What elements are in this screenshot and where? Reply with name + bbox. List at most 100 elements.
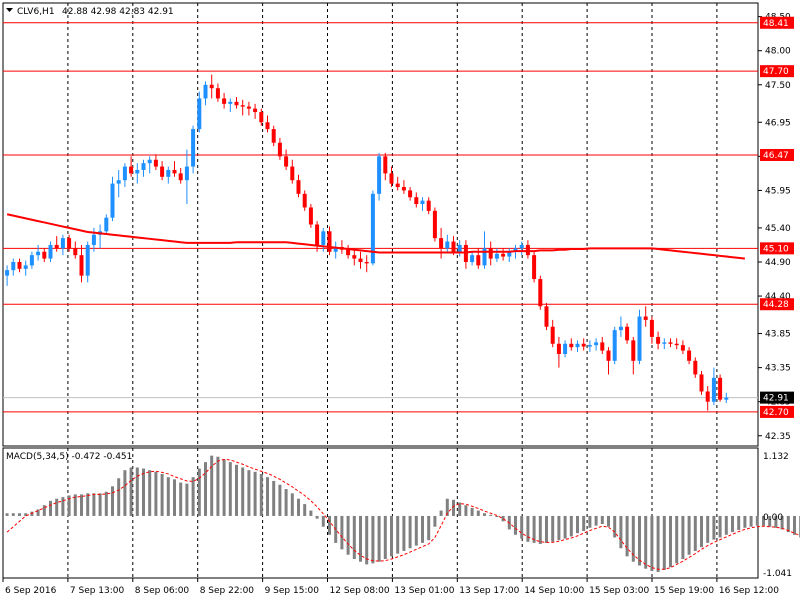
macd-tick-top: 1.132 (763, 452, 789, 462)
candle-body (91, 234, 96, 245)
macd-bar (414, 515, 418, 546)
candle-body (240, 105, 245, 107)
macd-bar (712, 515, 716, 540)
candle-body (507, 251, 512, 257)
macd-bar (693, 515, 697, 551)
macd-bar (619, 515, 623, 549)
candle-body (377, 156, 382, 194)
candle-body (60, 238, 65, 249)
candle-body (259, 112, 264, 123)
candle-body (54, 244, 59, 249)
candle-body (563, 343, 568, 354)
macd-bar (210, 455, 214, 516)
triangle-down-icon[interactable] (6, 8, 13, 12)
candle-body (271, 129, 276, 143)
macd-bar (160, 473, 164, 516)
price-tick-label: 43.35 (765, 364, 791, 374)
macd-bar (11, 513, 15, 516)
candle-body (513, 248, 518, 252)
candle-body (284, 156, 289, 167)
candle-body (414, 197, 419, 205)
macd-bar (501, 515, 505, 522)
macd-bar (321, 515, 325, 527)
macd-bar (117, 478, 121, 516)
candle-body (48, 244, 53, 259)
macd-bar (352, 515, 356, 560)
macd-bar (216, 456, 220, 516)
price-level-badge (760, 405, 794, 418)
price-level-label: 48.41 (763, 19, 789, 29)
macd-bar (489, 514, 493, 516)
candle-body (519, 244, 524, 249)
price-tick-label: 44.90 (765, 258, 791, 268)
macd-bar (681, 515, 685, 560)
macd-bar (644, 515, 648, 569)
macd-bar (73, 494, 77, 516)
candle-body (333, 246, 338, 252)
price-tick-label: 46.95 (765, 118, 791, 128)
macd-bar (36, 509, 40, 516)
macd-bar (439, 510, 443, 516)
candle-body (488, 248, 493, 259)
macd-bar (576, 515, 579, 534)
macd-bar (49, 500, 52, 516)
candle-body (525, 244, 530, 256)
candle-body (209, 84, 214, 89)
macd-bar (55, 498, 59, 516)
macd-bar (495, 515, 499, 518)
candle-body (79, 255, 84, 276)
macd-bar (259, 473, 263, 516)
macd-signal-line (6, 458, 800, 570)
macd-bar (123, 470, 127, 516)
candle-body (184, 166, 189, 181)
macd-bar (228, 462, 232, 516)
candle-body (718, 377, 723, 400)
macd-bar (92, 493, 96, 516)
candle-body (104, 217, 109, 232)
macd-bar (526, 515, 530, 542)
candle-body (618, 326, 623, 331)
macd-histogram (5, 455, 800, 572)
macd-bar (396, 515, 400, 554)
macd-bar (359, 515, 362, 562)
macd-bar (563, 515, 567, 539)
candle-body (17, 261, 22, 269)
candle-body (494, 253, 499, 259)
macd-bar (638, 515, 641, 566)
macd-bar (700, 515, 703, 548)
candle-body (73, 248, 78, 256)
candle-body (637, 316, 642, 361)
candle-body (439, 238, 444, 249)
candle-body (581, 343, 586, 347)
macd-bar (669, 515, 672, 568)
macd-bar (743, 515, 747, 528)
price-level-label: 44.28 (763, 300, 789, 310)
macd-bar (253, 471, 257, 516)
price-tick-label: 47.50 (765, 81, 791, 91)
macd-bar (706, 515, 710, 543)
candle-body (668, 342, 673, 344)
candle-body (290, 166, 295, 181)
current-price-label: 42.91 (763, 394, 789, 404)
time-axis: 6 Sep 2016 7 Sep 13:00 8 Sep 06:00 8 Sep 22… (2, 578, 779, 596)
macd-bar (762, 515, 765, 526)
candle-body (482, 248, 487, 266)
macd-bar (731, 515, 734, 533)
macd-bar (235, 464, 238, 516)
macd-bar (390, 515, 393, 557)
macd-bar (197, 468, 201, 516)
time-label: 15 Sep 19:00 (654, 586, 714, 596)
macd-bar (588, 515, 592, 528)
price-level-label: 47.70 (763, 67, 789, 77)
price-level-badge (760, 16, 794, 29)
candle-body (42, 251, 47, 259)
grid-lines (3, 3, 758, 578)
price-panel[interactable] (2, 2, 759, 447)
candle-body (612, 330, 617, 361)
macd-bar (272, 480, 276, 516)
candle-body (575, 343, 580, 348)
price-tick-label: 48.00 (765, 47, 791, 57)
macd-bar (67, 495, 71, 516)
macd-bar (278, 484, 282, 516)
